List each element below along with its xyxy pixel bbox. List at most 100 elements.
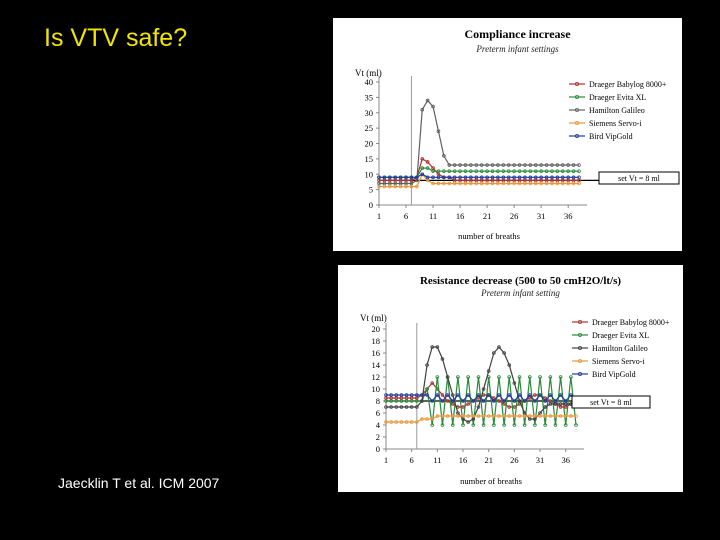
data-point [523, 181, 527, 186]
data-point [420, 107, 425, 112]
data-point [553, 414, 558, 418]
data-point [490, 163, 495, 167]
data-point [517, 169, 522, 173]
data-point [544, 175, 549, 180]
data-point [558, 393, 563, 397]
data-point [560, 169, 565, 173]
data-point [577, 163, 581, 167]
data-point [388, 175, 392, 180]
data-point [507, 414, 512, 418]
data-point [533, 423, 537, 427]
data-point [566, 181, 570, 186]
data-point [440, 399, 445, 403]
data-point [458, 163, 462, 167]
data-point [442, 154, 446, 158]
legend-label: Bird VipGold [589, 132, 633, 141]
legend-label: Siemens Servo-i [592, 357, 645, 366]
legend-marker [574, 134, 579, 139]
data-point [445, 399, 450, 403]
data-point [476, 414, 481, 418]
data-point [512, 163, 516, 167]
legend-label: Siemens Servo-i [589, 119, 642, 128]
data-point [404, 420, 409, 424]
data-point [550, 169, 554, 173]
data-point [506, 181, 511, 186]
data-point [558, 375, 563, 379]
data-point [492, 399, 496, 403]
data-point [476, 375, 481, 379]
y-tick-label: 0 [376, 444, 380, 454]
setpoint-label: set Vt = 8 ml [590, 398, 632, 407]
y-tick-label: 20 [365, 139, 374, 149]
x-tick-label: 16 [456, 211, 465, 221]
data-point [436, 181, 441, 186]
data-point [512, 169, 516, 173]
data-point [560, 163, 565, 167]
data-point [394, 393, 399, 397]
data-point [512, 381, 517, 385]
data-point [440, 357, 445, 361]
y-tick-label: 6 [376, 408, 380, 418]
series-line [379, 157, 579, 181]
data-point [558, 414, 563, 418]
data-point [471, 423, 476, 427]
data-point [563, 399, 568, 403]
data-point [461, 414, 465, 418]
data-point [458, 181, 462, 186]
data-point [404, 393, 409, 397]
data-point [389, 420, 393, 424]
data-point [544, 163, 549, 167]
y-tick-label: 30 [365, 108, 374, 118]
legend-marker [577, 359, 582, 364]
data-point [384, 420, 388, 424]
data-point [528, 181, 533, 186]
data-point [502, 351, 506, 355]
data-point [476, 405, 481, 409]
data-point [507, 375, 512, 379]
x-tick-label: 31 [536, 455, 545, 465]
data-point [415, 399, 419, 403]
chart-title: Compliance increase [464, 27, 571, 41]
y-axis-label: Vt (ml) [355, 68, 382, 78]
series-line [386, 415, 576, 423]
data-point [548, 393, 553, 397]
legend-label: Draeger Evita XL [589, 93, 646, 102]
data-point [539, 175, 543, 180]
data-point [533, 175, 538, 180]
x-tick-label: 36 [561, 455, 570, 465]
y-tick-label: 40 [365, 77, 374, 87]
data-point [425, 175, 430, 180]
y-tick-label: 35 [365, 92, 374, 102]
data-point [506, 175, 511, 180]
resistance-chart: Resistance decrease (500 to 50 cmH2O/lt/… [360, 275, 670, 486]
data-point [490, 181, 495, 186]
data-point [539, 169, 543, 173]
y-tick-label: 25 [365, 123, 374, 133]
data-point [436, 129, 441, 133]
data-point [389, 399, 393, 403]
data-point [481, 387, 486, 391]
data-point [458, 169, 462, 173]
data-point [539, 163, 543, 167]
data-point [517, 163, 522, 167]
data-point [463, 181, 468, 186]
data-point [481, 414, 486, 418]
data-point [420, 417, 424, 421]
data-point [574, 414, 578, 418]
data-point [389, 405, 393, 409]
data-point [492, 414, 496, 418]
data-point [512, 414, 517, 418]
y-tick-label: 10 [365, 169, 374, 179]
y-tick-label: 16 [372, 348, 381, 358]
data-point [563, 423, 568, 427]
data-point [435, 414, 440, 418]
x-tick-label: 6 [404, 211, 408, 221]
data-point [430, 417, 435, 421]
data-point [492, 351, 496, 355]
x-tick-label: 36 [564, 211, 573, 221]
data-point [533, 393, 537, 397]
data-point [496, 163, 500, 167]
data-point [517, 175, 522, 180]
data-point [415, 175, 419, 180]
data-point [476, 393, 481, 397]
